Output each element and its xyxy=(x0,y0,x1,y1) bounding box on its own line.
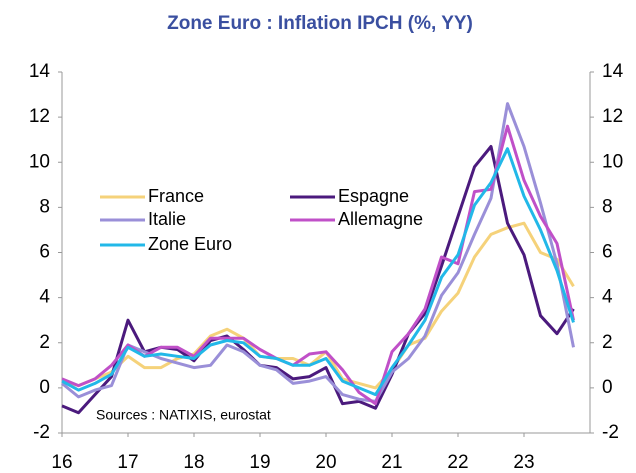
x-tick-label: 19 xyxy=(249,452,270,473)
y2-tick-label: 14 xyxy=(602,61,624,82)
y-tick-label: 6 xyxy=(39,242,50,263)
y2-tick-label: 8 xyxy=(602,196,613,217)
x-tick-label: 16 xyxy=(51,452,72,473)
legend-label: Italie xyxy=(148,209,186,229)
x-tick-label: 20 xyxy=(315,452,336,473)
x-tick-label: 23 xyxy=(513,452,534,473)
series-line xyxy=(61,145,575,415)
series-line xyxy=(61,147,575,397)
series-line xyxy=(61,102,575,403)
y2-tick-label: 12 xyxy=(602,106,623,127)
source-note: Sources : NATIXIS, eurostat xyxy=(96,407,271,423)
y-tick-label: 12 xyxy=(29,106,50,127)
y-tick-label: 8 xyxy=(39,196,50,217)
x-tick-label: 21 xyxy=(381,452,402,473)
y2-tick-label: 4 xyxy=(602,287,613,308)
legend-label: France xyxy=(148,186,204,206)
x-tick-label: 18 xyxy=(183,452,204,473)
y-tick-label: 4 xyxy=(39,287,50,308)
y-tick-label: 0 xyxy=(39,377,50,398)
y2-tick-label: 2 xyxy=(602,332,613,353)
y2-tick-label: -2 xyxy=(602,422,619,443)
series-line xyxy=(61,221,575,390)
legend-label: Espagne xyxy=(338,186,409,206)
y-tick-label: 14 xyxy=(29,61,51,82)
y-tick-label: 2 xyxy=(39,332,50,353)
x-tick-label: 17 xyxy=(117,452,138,473)
legend-label: Zone Euro xyxy=(148,234,232,254)
legend-label: Allemagne xyxy=(338,209,423,229)
y-tick-label: 10 xyxy=(29,151,50,172)
chart-title: Zone Euro : Inflation IPCH (%, YY) xyxy=(167,13,473,34)
y2-tick-label: 6 xyxy=(602,242,613,263)
x-tick-label: 22 xyxy=(447,452,468,473)
y2-tick-label: 10 xyxy=(602,151,623,172)
y2-tick-label: 0 xyxy=(602,377,613,398)
y-tick-label: -2 xyxy=(33,422,50,443)
